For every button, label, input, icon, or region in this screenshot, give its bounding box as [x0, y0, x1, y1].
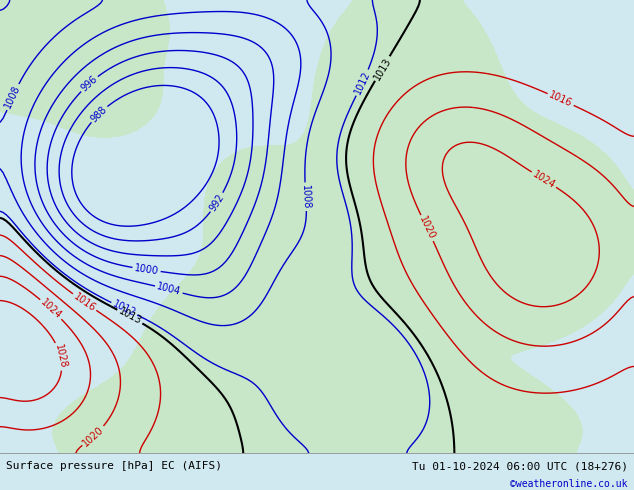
- Text: 992: 992: [208, 192, 226, 213]
- Text: 1024: 1024: [39, 297, 63, 321]
- Text: Tu 01-10-2024 06:00 UTC (18+276): Tu 01-10-2024 06:00 UTC (18+276): [411, 461, 628, 471]
- Text: 1016: 1016: [548, 90, 574, 109]
- Text: 1013: 1013: [117, 306, 143, 327]
- Text: ©weatheronline.co.uk: ©weatheronline.co.uk: [510, 480, 628, 490]
- Text: 1016: 1016: [72, 291, 98, 313]
- Text: 1024: 1024: [531, 169, 557, 190]
- Text: 1012: 1012: [111, 299, 138, 318]
- Text: 1020: 1020: [417, 215, 437, 241]
- Text: 1008: 1008: [301, 184, 311, 209]
- Text: 1028: 1028: [53, 343, 68, 369]
- Text: 1000: 1000: [134, 263, 159, 276]
- Text: 1012: 1012: [353, 70, 372, 96]
- Text: Surface pressure [hPa] EC (AIFS): Surface pressure [hPa] EC (AIFS): [6, 461, 223, 471]
- Text: 1020: 1020: [81, 424, 106, 448]
- Text: 1013: 1013: [372, 55, 393, 81]
- Text: 996: 996: [79, 74, 100, 94]
- Text: 1004: 1004: [156, 282, 182, 297]
- Text: 1008: 1008: [3, 84, 22, 110]
- Text: 988: 988: [89, 104, 109, 124]
